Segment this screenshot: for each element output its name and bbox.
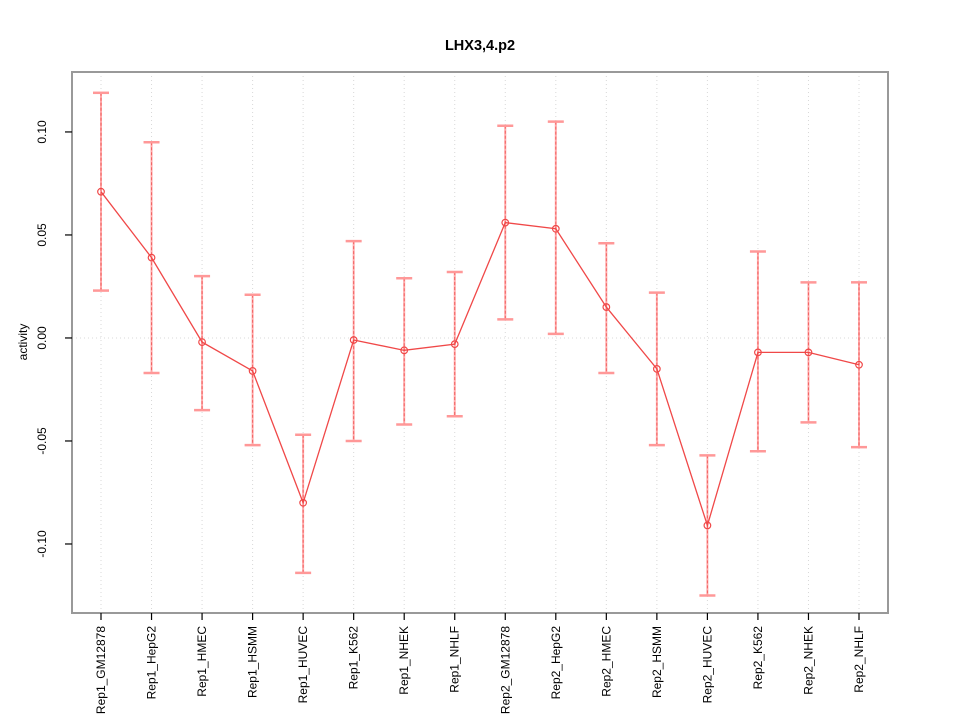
- x-tick-label: Rep1_HMEC: [195, 626, 209, 697]
- x-tick-label: Rep2_K562: [751, 626, 765, 690]
- data-point: [804, 348, 813, 357]
- x-tick-label: Rep1_NHLF: [448, 626, 462, 693]
- y-tick-label: 0.00: [35, 326, 49, 350]
- error-bars: [93, 91, 867, 597]
- x-tick-label: Rep1_GM12878: [94, 626, 108, 714]
- x-tick-label: Rep2_HepG2: [549, 626, 563, 700]
- x-tick-label: Rep1_K562: [347, 626, 361, 690]
- y-tick-label: 0.05: [35, 223, 49, 247]
- data-point: [450, 340, 459, 349]
- data-point: [198, 338, 206, 346]
- data-points: [97, 187, 863, 530]
- x-tick-label: Rep2_HUVEC: [700, 626, 714, 704]
- data-point: [754, 348, 762, 357]
- y-tick-label: 0.10: [35, 120, 49, 144]
- x-tick-labels: Rep1_GM12878 Rep1_HepG2 Rep1_HMEC Rep1_HSMM…: [94, 626, 866, 714]
- y-tick-labels: -0.10 -0.05 0.00 0.05 0.10: [35, 120, 49, 558]
- x-tick-label: Rep2_NHLF: [852, 626, 866, 693]
- data-point: [147, 253, 156, 262]
- y-axis-label: activity: [16, 324, 30, 361]
- x-tick-label: Rep2_GM12878: [498, 626, 512, 714]
- data-point: [97, 187, 105, 196]
- axis-ticks: [65, 131, 860, 620]
- plot-frame: [71, 71, 889, 614]
- y-tick-label: -0.10: [35, 530, 49, 558]
- x-tick-label: Rep2_HMEC: [599, 626, 613, 697]
- data-point: [652, 364, 661, 373]
- gridlines: [72, 72, 888, 613]
- data-point: [602, 303, 611, 311]
- y-tick-label: -0.05: [35, 427, 49, 455]
- data-point: [551, 224, 560, 233]
- data-point: [400, 346, 409, 355]
- chart-title: LHX3,4.p2: [445, 38, 515, 54]
- data-point: [248, 367, 257, 375]
- data-point: [703, 521, 712, 530]
- x-tick-label: Rep1_NHEK: [397, 626, 411, 695]
- x-tick-label: Rep1_HSMM: [246, 626, 260, 698]
- data-point: [299, 498, 308, 507]
- series-line: [100, 191, 860, 528]
- data-point: [855, 360, 863, 369]
- data-point: [501, 218, 510, 227]
- data-point: [349, 336, 358, 344]
- x-tick-label: Rep2_HSMM: [650, 626, 664, 698]
- x-tick-label: Rep1_HepG2: [145, 626, 159, 700]
- x-tick-label: Rep1_HUVEC: [296, 626, 310, 704]
- x-tick-label: Rep2_NHEK: [801, 626, 815, 695]
